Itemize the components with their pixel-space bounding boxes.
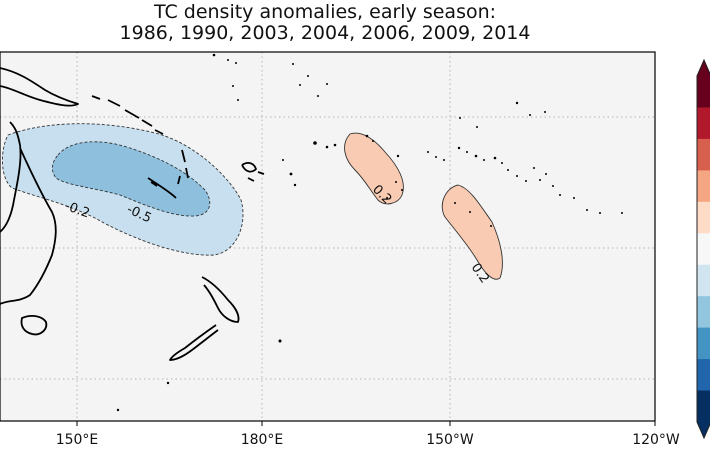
map-title-line-1: TC density anomalies, early season: xyxy=(153,1,497,23)
colorbar-segment xyxy=(697,76,710,108)
vanuatu xyxy=(177,149,189,185)
new-guinea-coast xyxy=(0,67,79,107)
map-frame xyxy=(0,51,656,422)
fiji xyxy=(241,162,265,182)
tick-label-120w: 120°W xyxy=(632,432,680,448)
gridlines xyxy=(0,52,655,421)
contour-positive-samoa xyxy=(344,132,404,205)
colorbar-extend-bottom xyxy=(697,422,710,438)
colorbar-segment xyxy=(697,138,710,171)
tick-label-150w: 150°W xyxy=(426,432,474,448)
map-title-line-2: 1986, 1990, 2003, 2004, 2006, 2009, 2014 xyxy=(119,22,531,44)
colorbar-segment xyxy=(697,107,710,140)
solomon-islands xyxy=(91,95,164,135)
tick-label-150e: 150°E xyxy=(56,432,99,448)
coastlines xyxy=(0,67,265,361)
small-islands xyxy=(116,53,623,412)
tick-label-180e: 180°E xyxy=(241,432,284,448)
australia-coast xyxy=(0,121,57,305)
colorbar-segment xyxy=(697,264,710,297)
map-background xyxy=(0,52,655,421)
new-zealand-south xyxy=(169,324,219,361)
colorbar-segment xyxy=(697,296,710,329)
colorbar-segment xyxy=(697,233,710,266)
colorbar-segment xyxy=(697,327,710,360)
contour-negative-inner xyxy=(51,141,211,217)
tick-marks xyxy=(76,421,656,426)
new-zealand-north xyxy=(201,276,240,323)
colorbar-segment xyxy=(697,170,710,203)
colorbar-outline xyxy=(696,58,710,440)
new-caledonia xyxy=(147,177,177,199)
colorbar-extend-top xyxy=(697,60,710,76)
colorbar-segment xyxy=(697,201,710,234)
tasmania xyxy=(20,315,48,336)
colorbar-segment xyxy=(697,390,710,423)
contour-positive-cook xyxy=(441,184,503,280)
colorbar xyxy=(696,58,710,440)
colorbar-segment xyxy=(697,359,710,392)
